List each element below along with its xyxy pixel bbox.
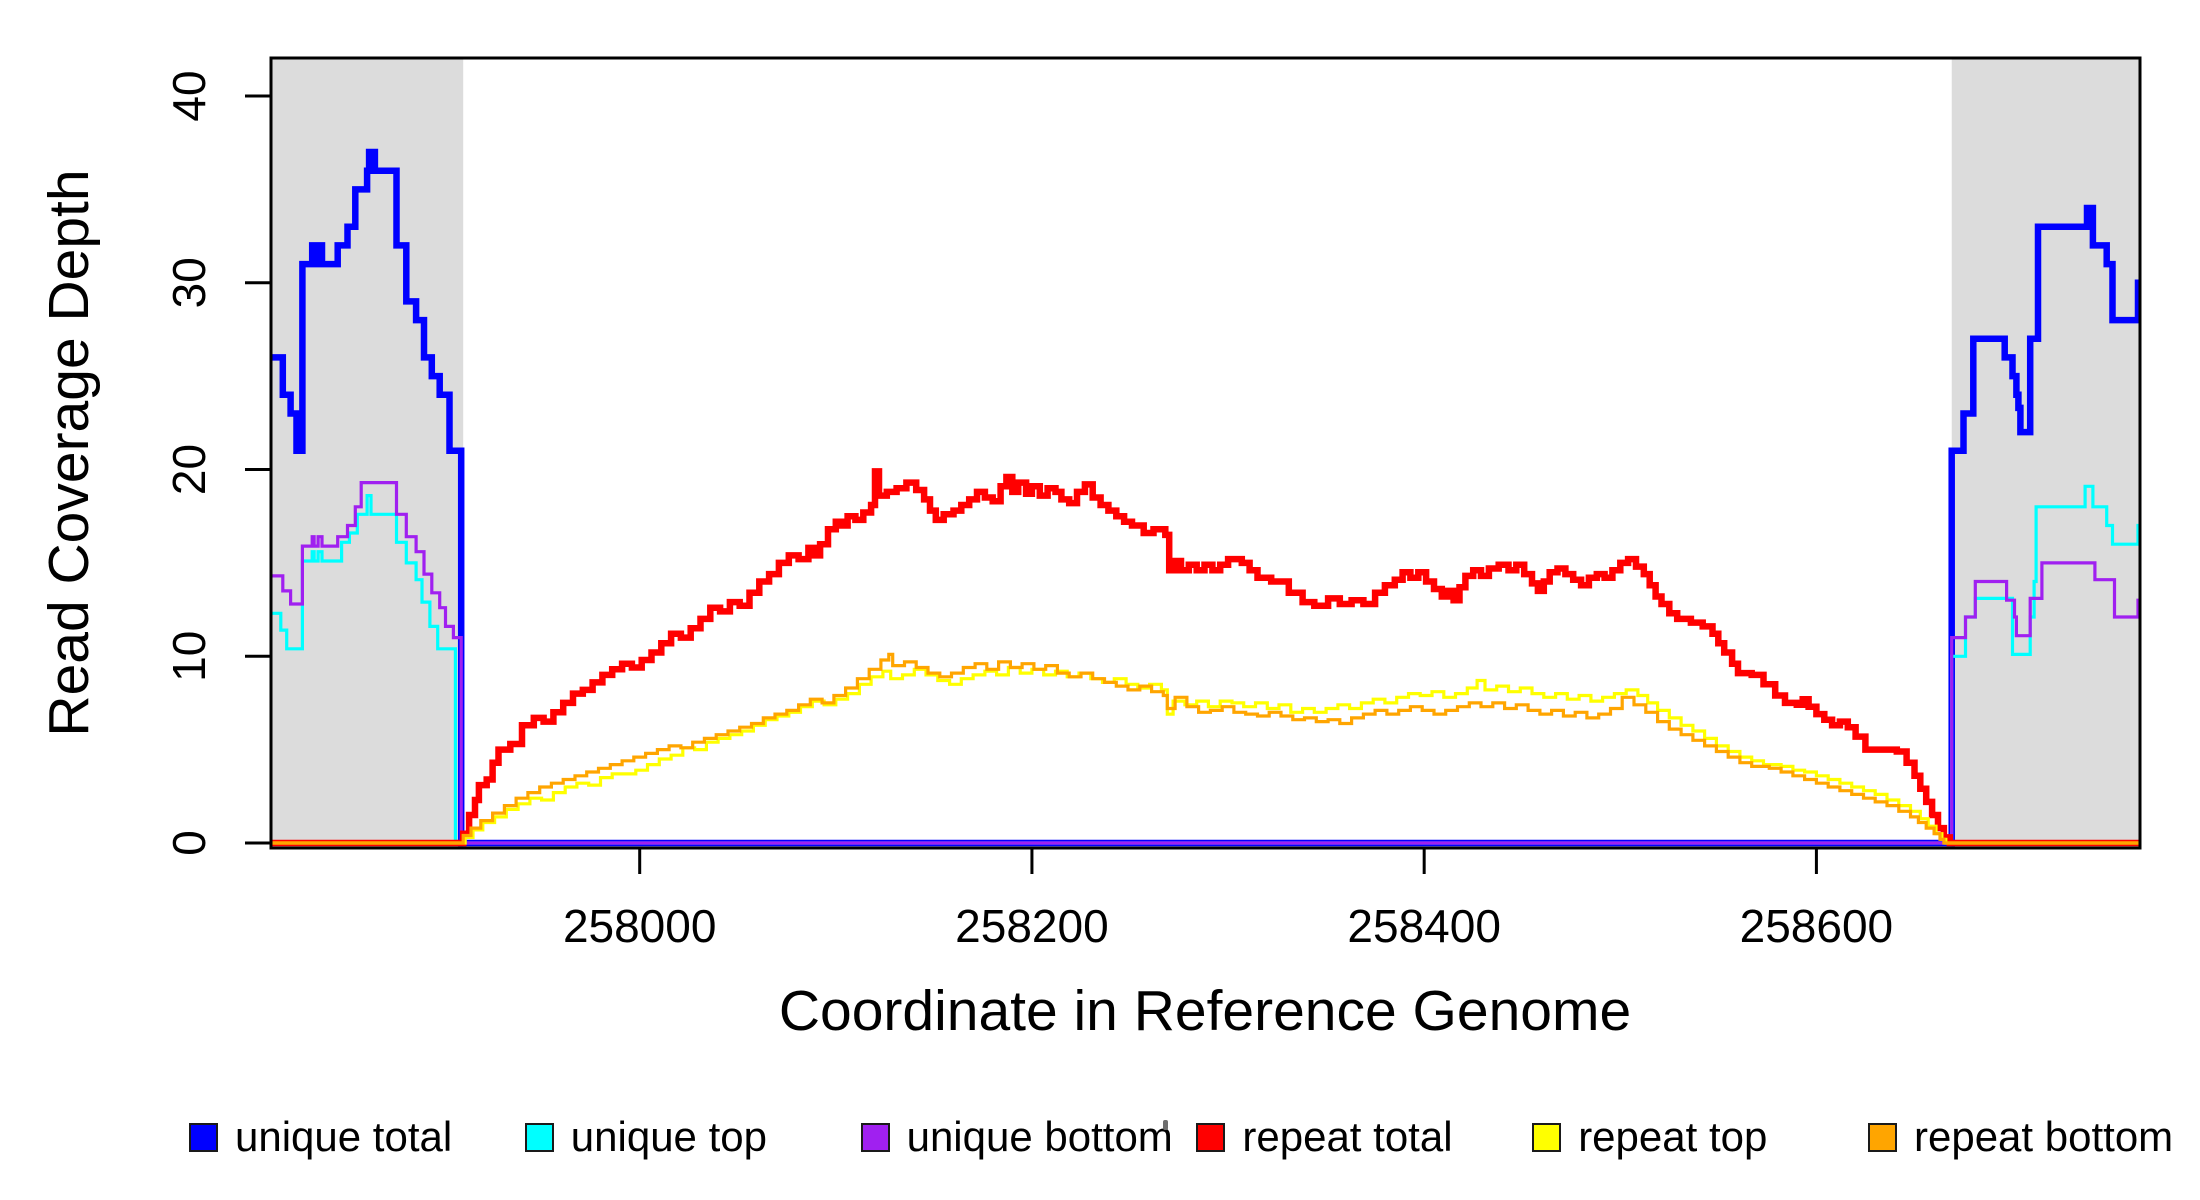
y-axis: 0 10 20 30 40 [163,70,271,856]
x-tick-label-258000: 258000 [563,900,717,952]
shaded-unique-regions [271,58,2140,848]
series-lines [271,148,2142,847]
plot-border [269,56,2142,850]
x-tick-label-258400: 258400 [1347,900,1501,952]
series-line-repeat-top [271,665,2140,845]
y-tick-label-10: 10 [163,631,215,682]
y-tick-label-30: 30 [163,257,215,308]
series-line-repeat-bottom [271,652,2140,845]
series-line-repeat-total [271,468,2140,847]
y-tick-label-0: 0 [163,830,215,856]
series-line-unique-top [271,484,2140,845]
x-axis-title: Coordinate in Reference Genome [779,979,1631,1043]
y-tick-label-40: 40 [163,70,215,121]
x-tick-label-258200: 258200 [955,900,1109,952]
series-line-unique-bottom [271,481,2140,845]
y-axis-title: Read Coverage Depth [37,169,101,736]
stray-mark [1163,1120,1168,1130]
x-tick-label-258600: 258600 [1740,900,1894,952]
x-axis: 258000 258200 258400 258600 [563,848,1893,952]
unique-region-right [1951,58,2140,848]
y-tick-label-20: 20 [163,444,215,495]
series-line-unique-total [271,148,2142,847]
